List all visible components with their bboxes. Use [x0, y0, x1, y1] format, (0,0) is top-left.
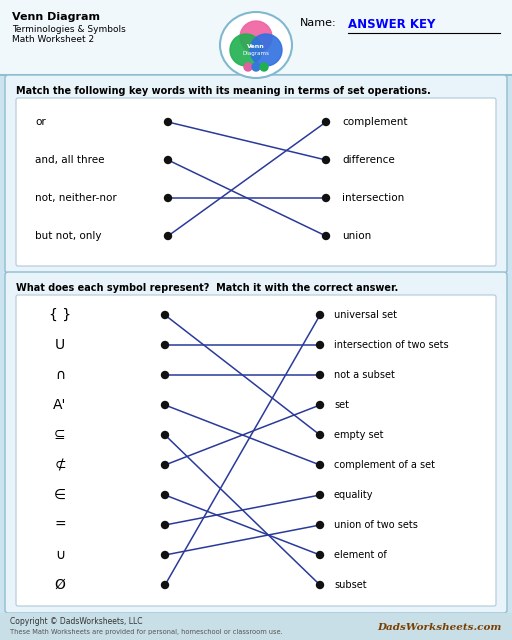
Circle shape	[161, 401, 168, 408]
Circle shape	[323, 195, 330, 202]
Circle shape	[316, 552, 324, 559]
Text: What does each symbol represent?  Match it with the correct answer.: What does each symbol represent? Match i…	[16, 283, 398, 293]
FancyBboxPatch shape	[16, 98, 496, 266]
Circle shape	[164, 195, 172, 202]
Circle shape	[161, 522, 168, 529]
Text: ∪: ∪	[55, 548, 65, 562]
Circle shape	[164, 232, 172, 239]
Text: intersection of two sets: intersection of two sets	[334, 340, 449, 350]
Text: or: or	[35, 117, 46, 127]
Text: difference: difference	[342, 155, 395, 165]
Circle shape	[161, 582, 168, 589]
Text: { }: { }	[49, 308, 71, 322]
Circle shape	[161, 492, 168, 499]
Circle shape	[161, 552, 168, 559]
Text: Venn Diagram: Venn Diagram	[12, 12, 100, 22]
Text: Match the following key words with its meaning in terms of set operations.: Match the following key words with its m…	[16, 86, 431, 96]
Circle shape	[244, 63, 252, 71]
Text: not a subset: not a subset	[334, 370, 395, 380]
Circle shape	[316, 461, 324, 468]
Text: ∈: ∈	[54, 488, 66, 502]
Text: equality: equality	[334, 490, 373, 500]
Circle shape	[323, 232, 330, 239]
Text: Name:: Name:	[300, 18, 336, 28]
Circle shape	[260, 63, 268, 71]
Text: ⊆: ⊆	[54, 428, 66, 442]
Circle shape	[161, 431, 168, 438]
FancyBboxPatch shape	[5, 75, 507, 273]
Circle shape	[316, 371, 324, 378]
Text: A': A'	[53, 398, 67, 412]
Text: Copyright © DadsWorksheets, LLC: Copyright © DadsWorksheets, LLC	[10, 618, 142, 627]
Text: complement of a set: complement of a set	[334, 460, 435, 470]
Text: union of two sets: union of two sets	[334, 520, 418, 530]
Circle shape	[161, 371, 168, 378]
Circle shape	[161, 312, 168, 319]
Circle shape	[316, 492, 324, 499]
Text: empty set: empty set	[334, 430, 383, 440]
Text: universal set: universal set	[334, 310, 397, 320]
Circle shape	[316, 342, 324, 349]
Text: subset: subset	[334, 580, 367, 590]
Circle shape	[323, 118, 330, 125]
Circle shape	[230, 34, 262, 66]
Text: DadsWorksheets.com: DadsWorksheets.com	[378, 623, 502, 632]
Circle shape	[164, 157, 172, 163]
Bar	[0, 0, 512, 75]
Circle shape	[316, 431, 324, 438]
Text: element of: element of	[334, 550, 387, 560]
Text: but not, only: but not, only	[35, 231, 101, 241]
Circle shape	[164, 118, 172, 125]
Text: ∩: ∩	[55, 368, 65, 382]
Text: ANSWER KEY: ANSWER KEY	[348, 18, 435, 31]
Circle shape	[316, 522, 324, 529]
Text: Terminologies & Symbols: Terminologies & Symbols	[12, 25, 126, 34]
Circle shape	[252, 63, 260, 71]
Text: Diagrams: Diagrams	[243, 51, 269, 56]
FancyBboxPatch shape	[5, 272, 507, 613]
Text: Math Worksheet 2: Math Worksheet 2	[12, 35, 94, 44]
Circle shape	[316, 312, 324, 319]
Text: Venn: Venn	[247, 44, 265, 49]
Circle shape	[161, 461, 168, 468]
Text: intersection: intersection	[342, 193, 404, 203]
Circle shape	[316, 401, 324, 408]
Text: These Math Worksheets are provided for personal, homeschool or classroom use.: These Math Worksheets are provided for p…	[10, 629, 283, 635]
Text: U: U	[55, 338, 65, 352]
Circle shape	[250, 34, 282, 66]
Text: complement: complement	[342, 117, 408, 127]
Circle shape	[316, 582, 324, 589]
Text: and, all three: and, all three	[35, 155, 104, 165]
Bar	[0, 613, 512, 640]
Circle shape	[323, 157, 330, 163]
Ellipse shape	[220, 12, 292, 78]
Text: Ø: Ø	[55, 578, 66, 592]
Circle shape	[161, 342, 168, 349]
Text: not, neither-nor: not, neither-nor	[35, 193, 117, 203]
Text: union: union	[342, 231, 371, 241]
Text: =: =	[54, 518, 66, 532]
FancyBboxPatch shape	[16, 295, 496, 606]
Circle shape	[240, 21, 272, 53]
Text: ⊄: ⊄	[54, 458, 66, 472]
Text: set: set	[334, 400, 349, 410]
